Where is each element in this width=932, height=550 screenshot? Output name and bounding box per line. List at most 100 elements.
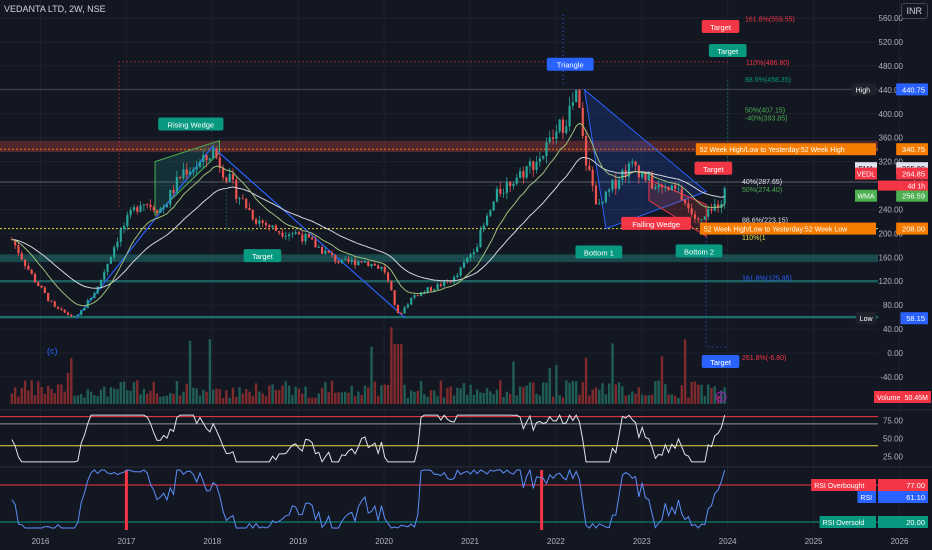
rsi-value: 20.00 <box>906 518 925 527</box>
pattern-label[interactable]: Bottom 1 <box>575 245 623 259</box>
rsi-value-bg <box>878 479 928 491</box>
volume-bar <box>60 384 63 404</box>
currency-button[interactable]: INR <box>900 3 928 19</box>
volume-bar <box>271 384 274 404</box>
volume-bar <box>502 396 505 404</box>
candle <box>205 155 208 161</box>
candle <box>479 229 482 248</box>
candle <box>96 286 99 294</box>
pattern-label[interactable]: Target <box>701 354 740 368</box>
volume-bar <box>129 390 132 404</box>
volume-bar <box>713 386 716 404</box>
volume-bar <box>426 396 429 404</box>
volume-bar <box>324 382 327 404</box>
price-tick: 120.00 <box>879 277 904 286</box>
pattern-label-text: Target <box>252 252 274 261</box>
price-value: 264.85 <box>902 170 925 179</box>
candle <box>278 231 281 233</box>
lightning-icon[interactable] <box>715 391 727 403</box>
volume-bar <box>241 393 245 404</box>
candle <box>307 233 310 238</box>
volume-bar <box>248 391 251 404</box>
volume-label: Volume <box>877 395 900 402</box>
pattern-label[interactable]: Falling Wedge <box>621 216 692 230</box>
pattern-label[interactable]: Bottom 2 <box>675 244 723 258</box>
candle <box>119 229 122 242</box>
candle <box>518 171 522 178</box>
price-value-bg <box>896 189 928 202</box>
volume-bar <box>706 384 710 404</box>
volume-bar <box>43 393 47 404</box>
time-tick: 2020 <box>375 537 393 546</box>
volume-bar <box>376 395 380 404</box>
candle <box>327 250 330 253</box>
candle <box>291 233 294 235</box>
volume-bar <box>499 380 502 404</box>
candle <box>159 208 162 213</box>
candle <box>472 252 475 255</box>
volume-bar <box>631 391 634 404</box>
pattern-label-text: Rising Wedge <box>168 121 215 130</box>
volume-bar <box>571 380 575 404</box>
price-tick: 520.00 <box>879 38 904 47</box>
candle <box>396 304 400 313</box>
level-label: High <box>856 87 871 94</box>
candle <box>136 207 139 212</box>
pattern-label[interactable]: Target <box>694 161 733 175</box>
volume-bar <box>670 394 674 404</box>
volume-bar <box>512 361 515 404</box>
candle <box>660 184 664 188</box>
volume-bar <box>423 394 426 404</box>
volume-bar <box>208 339 212 404</box>
pattern-label-bg <box>575 245 623 259</box>
volume-bar <box>578 394 581 404</box>
volume-bar <box>159 396 162 404</box>
candle <box>47 292 50 301</box>
pattern-label[interactable]: Triangle <box>546 57 594 71</box>
volume-bar <box>192 387 195 404</box>
volume-bar <box>304 386 307 404</box>
pattern-label[interactable]: Target <box>708 43 747 57</box>
candle <box>221 168 225 178</box>
price-label-bg <box>855 167 877 180</box>
candle <box>80 310 83 315</box>
volume-bar <box>152 381 155 404</box>
volume-bar <box>495 389 499 404</box>
volume-bar <box>700 384 703 404</box>
pattern-label[interactable]: Rising Wedge <box>158 117 224 131</box>
candle <box>192 169 195 172</box>
candle <box>287 234 291 237</box>
volume-bar <box>436 396 439 404</box>
volume-bar <box>545 382 548 404</box>
candle <box>601 201 604 204</box>
level-value: 340.75 <box>902 145 925 154</box>
candle <box>353 259 357 266</box>
volume-bar <box>522 387 525 404</box>
volume-bar <box>439 380 443 404</box>
candle <box>604 191 607 202</box>
candle <box>429 287 433 291</box>
pattern-label-text: Target <box>710 23 732 32</box>
volume-bar <box>627 394 631 404</box>
volume-bar <box>347 392 350 404</box>
candle <box>40 286 43 288</box>
candle <box>122 226 126 230</box>
rsi-label: RSI Overbought <box>814 483 864 490</box>
pattern-label-bg <box>621 216 692 230</box>
candle <box>116 241 119 248</box>
candle <box>188 171 192 175</box>
volume-bar <box>677 397 680 404</box>
volume-bar <box>485 388 489 404</box>
volume-bar <box>558 395 561 404</box>
volume-bar <box>380 385 383 404</box>
volume-bar <box>357 391 360 404</box>
candle <box>231 173 235 180</box>
volume-bar <box>136 380 139 404</box>
volume-value: 50.45M <box>905 395 929 402</box>
pattern-label[interactable]: Target <box>701 20 740 34</box>
candle <box>261 220 264 223</box>
candle <box>390 280 393 291</box>
pattern-label[interactable]: Target <box>243 249 282 263</box>
